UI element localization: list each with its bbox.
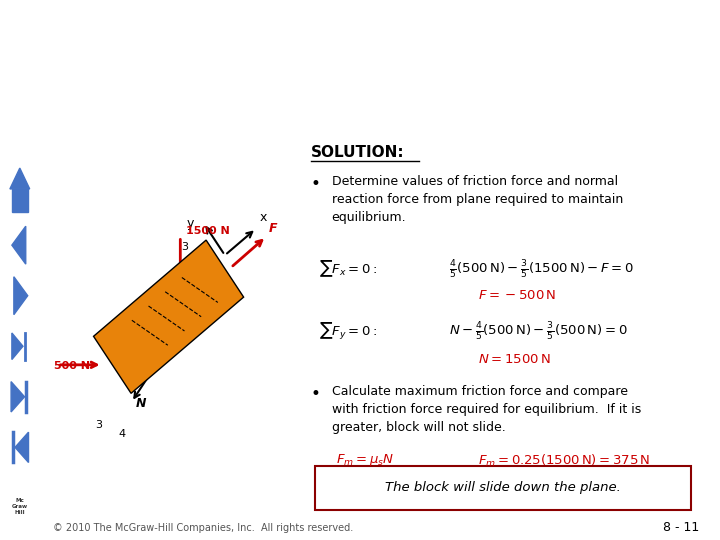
Polygon shape — [10, 168, 30, 189]
Polygon shape — [14, 276, 27, 315]
Text: 3: 3 — [95, 420, 102, 430]
Text: $F_m = 0.25(1500\,\mathrm{N}) = 375\,\mathrm{N}$: $F_m = 0.25(1500\,\mathrm{N}) = 375\,\ma… — [478, 453, 650, 469]
FancyBboxPatch shape — [315, 467, 690, 510]
Text: •: • — [311, 384, 320, 402]
Text: $F_m = \mu_s N$: $F_m = \mu_s N$ — [336, 453, 395, 469]
Text: •: • — [311, 175, 320, 193]
Text: Determine values of friction force and normal
reaction force from plane required: Determine values of friction force and n… — [332, 175, 623, 224]
Text: N: N — [135, 396, 146, 409]
Text: y: y — [186, 217, 194, 230]
Text: Sample Problem 8.1: Sample Problem 8.1 — [40, 82, 261, 102]
Text: SOLUTION:: SOLUTION: — [311, 145, 405, 160]
Text: 5: 5 — [206, 255, 213, 265]
Text: $N - \frac{4}{5}(500\,\mathrm{N}) - \frac{3}{5}(500\,\mathrm{N}) = 0$: $N - \frac{4}{5}(500\,\mathrm{N}) - \fra… — [449, 321, 627, 343]
Text: 4: 4 — [118, 429, 125, 439]
Text: $\sum F_x = 0:$: $\sum F_x = 0:$ — [319, 259, 377, 279]
Text: x: x — [260, 211, 267, 224]
FancyBboxPatch shape — [12, 189, 27, 212]
Text: © 2010 The McGraw-Hill Companies, Inc.  All rights reserved.: © 2010 The McGraw-Hill Companies, Inc. A… — [53, 523, 354, 533]
Text: 1500 N: 1500 N — [186, 226, 230, 237]
Text: Vector Mechanics for Engineers: Statics: Vector Mechanics for Engineers: Statics — [40, 15, 663, 43]
Polygon shape — [15, 432, 29, 462]
Polygon shape — [12, 333, 23, 360]
Text: $\frac{4}{5}(500\,\mathrm{N}) - \frac{3}{5}(1500\,\mathrm{N}) - F = 0$: $\frac{4}{5}(500\,\mathrm{N}) - \frac{3}… — [449, 259, 634, 281]
Text: 500 N: 500 N — [54, 361, 90, 372]
Text: $N = 1500\,\mathrm{N}$: $N = 1500\,\mathrm{N}$ — [478, 353, 550, 366]
Text: 8 - 11: 8 - 11 — [663, 521, 700, 535]
Polygon shape — [94, 240, 243, 393]
Text: 4: 4 — [212, 278, 219, 287]
Polygon shape — [12, 226, 26, 264]
Text: The block will slide down the plane.: The block will slide down the plane. — [385, 481, 621, 494]
Text: $\sum F_y = 0:$: $\sum F_y = 0:$ — [319, 321, 377, 342]
Polygon shape — [11, 382, 24, 412]
Text: Calculate maximum friction force and compare
with friction force required for eq: Calculate maximum friction force and com… — [332, 384, 641, 434]
Text: $F = -500\,\mathrm{N}$: $F = -500\,\mathrm{N}$ — [478, 289, 556, 302]
Text: Ninth
Edition: Ninth Edition — [11, 16, 37, 36]
Text: F: F — [269, 222, 276, 235]
Text: 3: 3 — [181, 242, 188, 252]
Text: Mc
Graw
Hill: Mc Graw Hill — [12, 498, 28, 515]
